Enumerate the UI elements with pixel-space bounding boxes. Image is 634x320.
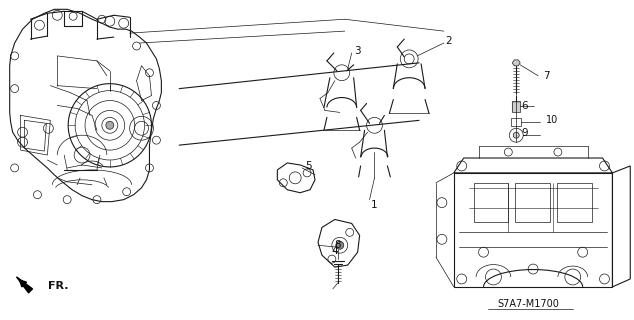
Text: 3: 3 [354, 46, 361, 56]
Text: 2: 2 [446, 36, 452, 46]
Text: FR.: FR. [48, 281, 69, 291]
Polygon shape [16, 277, 32, 293]
Circle shape [514, 132, 519, 138]
Text: 6: 6 [522, 101, 528, 111]
Bar [511, 118, 521, 126]
Text: 5: 5 [305, 161, 311, 171]
Text: 7: 7 [543, 71, 549, 81]
Text: 10: 10 [546, 115, 559, 125]
Polygon shape [512, 60, 521, 66]
Bar [557, 183, 592, 222]
Text: 1: 1 [371, 200, 378, 210]
Bar [474, 183, 508, 222]
Circle shape [106, 121, 113, 129]
Text: 4: 4 [332, 246, 338, 256]
Circle shape [336, 241, 344, 249]
Bar [512, 100, 521, 112]
Bar [515, 183, 550, 222]
Text: 9: 9 [522, 128, 528, 138]
Text: 8: 8 [335, 240, 341, 250]
Text: S7A7-M1700: S7A7-M1700 [497, 299, 559, 309]
